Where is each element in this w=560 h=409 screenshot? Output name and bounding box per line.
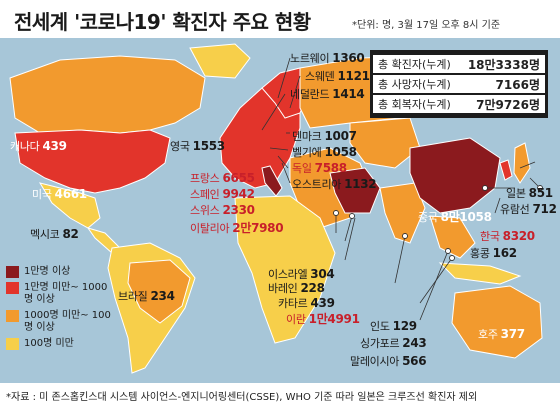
label-canada: 캐나다 439: [10, 139, 67, 153]
region-brazil: [127, 259, 191, 324]
label-qatar: 카타르 439: [278, 296, 335, 310]
label-sweden: 스웨덴 1121: [305, 69, 370, 83]
legend-label: 1만명 이상: [24, 266, 71, 277]
label-singapore: 싱가포르 243: [360, 336, 427, 350]
legend: 1만명 이상 1만명 미만~ 1000명 이상 1000명 미만~ 100명 이…: [6, 266, 116, 354]
legend-label: 1만명 미만~ 1000명 이상: [24, 282, 108, 305]
label-bahrain: 바레인 228: [268, 281, 325, 295]
label-denmark: 덴마크 1007: [292, 129, 357, 143]
label-france: 프랑스 6655: [190, 171, 255, 185]
region-australia: [451, 285, 543, 359]
region-africa: [234, 195, 336, 344]
region-central-asia: [349, 117, 421, 169]
label-switzerland: 스위스 2330: [190, 203, 255, 217]
label-malaysia: 말레이시아 566: [350, 354, 427, 368]
label-uk: 영국 1553: [170, 139, 225, 153]
summary-box: 총 확진자(누계) 18만3338명 총 사망자(누계) 7166명 총 회복자…: [370, 50, 548, 118]
label-brazil: 브라질 234: [118, 289, 175, 303]
label-mexico: 멕시코 82: [30, 227, 79, 241]
legend-item: 1만명 미만~ 1000명 이상: [6, 282, 116, 306]
summary-confirmed: 총 확진자(누계) 18만3338명: [373, 55, 545, 73]
region-indonesia: [438, 262, 522, 285]
label-germany: 독일 7588: [292, 161, 347, 175]
label-israel: 이스라엘 304: [268, 267, 335, 281]
region-italy: [261, 165, 283, 197]
legend-swatch: [6, 310, 19, 322]
label-china: 중국 8만1058: [418, 210, 492, 224]
legend-swatch: [6, 266, 19, 278]
label-japan: 일본 851: [506, 186, 553, 200]
legend-label: 1000명 미만~ 100명 이상: [24, 310, 111, 333]
legend-item: 100명 미만: [6, 338, 116, 350]
label-netherlands: 네덜란드 1414: [290, 87, 365, 101]
summary-deaths-value: 7166명: [495, 77, 540, 92]
region-se-asia: [429, 215, 476, 259]
summary-recovered-value: 7만9726명: [476, 97, 540, 112]
region-usa: [14, 129, 171, 194]
label-spain: 스페인 9942: [190, 187, 255, 201]
source-footer: *자료 : 미 존스홉킨스대 시스템 사이언스-엔지니어링센터(CSSE), W…: [6, 392, 478, 403]
legend-swatch: [6, 338, 19, 350]
legend-item: 1만명 이상: [6, 266, 116, 278]
label-austria: 오스트리아 1132: [292, 177, 377, 191]
legend-item: 1000명 미만~ 100명 이상: [6, 310, 116, 334]
label-australia: 호주 377: [478, 327, 525, 341]
region-korea: [499, 159, 513, 181]
region-iran: [329, 167, 381, 214]
summary-deaths-label: 총 사망자(누계): [378, 78, 451, 91]
label-hongkong: 홍콩 162: [470, 246, 517, 260]
region-greenland: [189, 43, 251, 79]
label-norway: 노르웨이 1360: [290, 51, 365, 65]
unit-note: *단위: 명, 3월 17일 오후 8시 기준: [352, 20, 501, 31]
world-map-svg: [9, 43, 546, 374]
map-title: 전세계 '코로나19' 확진자 주요 현황: [14, 10, 311, 34]
region-mexico: [38, 182, 101, 229]
region-china: [409, 137, 501, 214]
region-japan: [513, 142, 531, 184]
summary-deaths: 총 사망자(누계) 7166명: [373, 75, 545, 93]
label-belgium: 벨기에 1058: [292, 145, 357, 159]
label-iran: 이란 1만4991: [286, 312, 360, 326]
region-canada: [9, 55, 206, 134]
legend-label: 100명 미만: [24, 338, 74, 349]
summary-confirmed-label: 총 확진자(누계): [378, 58, 451, 71]
label-korea: 한국 8320: [480, 229, 535, 243]
label-usa: 미국 4661: [32, 187, 87, 201]
legend-swatch: [6, 282, 19, 294]
label-cruise: 유람선 712: [500, 202, 557, 216]
label-italy: 이탈리아 2만7980: [190, 221, 284, 235]
summary-recovered-label: 총 회복자(누계): [378, 98, 451, 111]
label-india: 인도 129: [370, 319, 417, 333]
summary-confirmed-value: 18만3338명: [467, 57, 540, 72]
summary-recovered: 총 회복자(누계) 7만9726명: [373, 95, 545, 113]
